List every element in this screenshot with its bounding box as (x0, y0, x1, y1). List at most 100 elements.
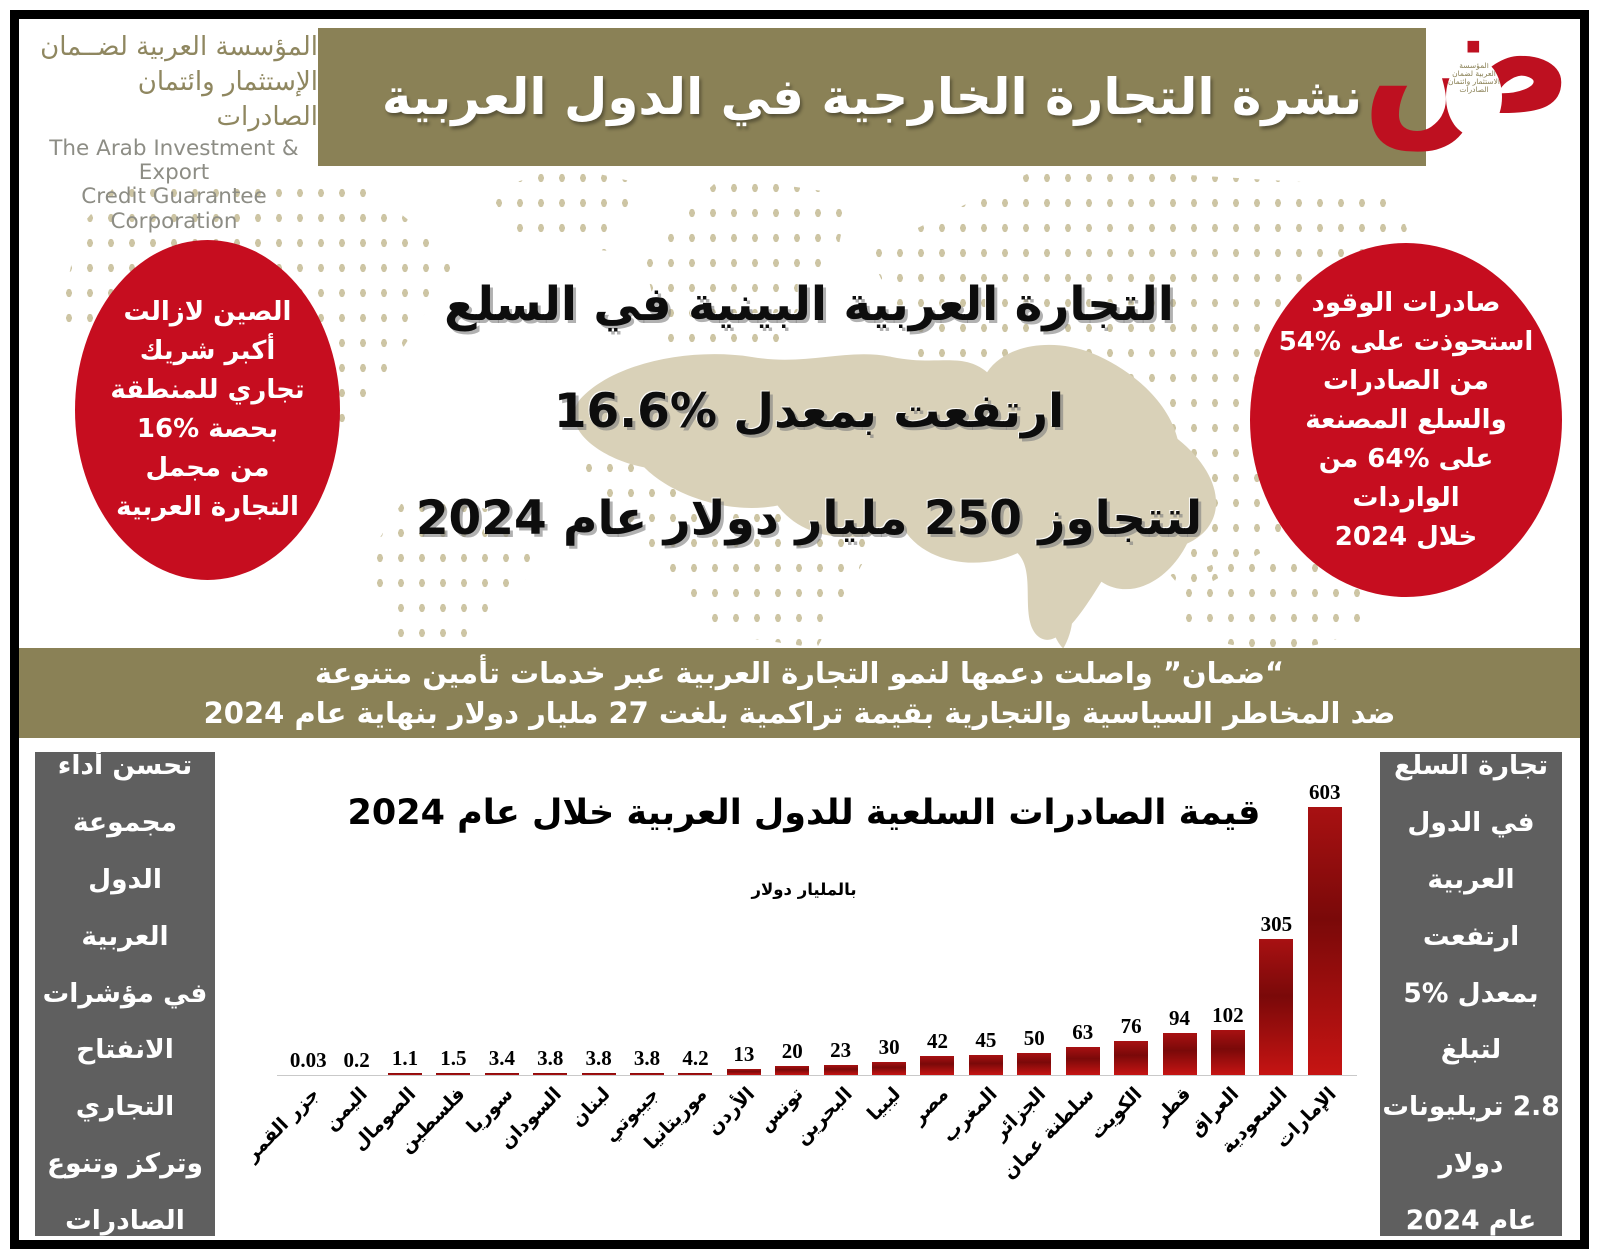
chart-bar (533, 1073, 568, 1075)
bulletin-title: نشرة التجارة الخارجية في الدول العربية (381, 68, 1363, 126)
bar-value-label: 0.03 (289, 1048, 327, 1072)
china-stat-text: الصين لازالت أكبر شريك تجاري للمنطقة بحص… (110, 297, 305, 522)
goods-trade-panel: تجارة السلع في الدول العربية ارتفعت بمعد… (1380, 750, 1562, 1236)
chart-column: 45 المغرب (938, 778, 1010, 1147)
chart-bar (920, 1056, 955, 1075)
bar-category-label: ليبيا (862, 1083, 905, 1126)
chart-column: 13 الأردن (703, 778, 768, 1139)
chart-title: قيمة الصادرات السلعية للدول العربية خلال… (347, 793, 1261, 833)
chart-column: 23 البحرين (790, 778, 864, 1149)
chart-bar (484, 1073, 519, 1075)
bar-value-label: 23 (830, 1037, 852, 1062)
bar-value-label: 76 (1120, 1014, 1142, 1039)
daman-support-banner: “ضمان” واصلت دعمها لنمو التجارة العربية … (19, 648, 1580, 738)
chart-bar (872, 1061, 907, 1075)
chart-bar (1162, 1033, 1197, 1075)
bar-value-label: 3.8 (585, 1046, 612, 1070)
chart-column: 1.5 فلسطين (395, 778, 477, 1157)
org-name-arabic: المؤسسة العربية لضــمان الإستثمار وائتما… (40, 32, 318, 133)
bar-value-label: 45 (975, 1028, 997, 1052)
banner-line-1: “ضمان” واصلت دعمها لنمو التجارة العربية … (314, 655, 1285, 690)
bar-category-label: جزر القمر (241, 1083, 324, 1166)
chart-baseline (277, 1075, 1357, 1076)
chart-bar (388, 1073, 423, 1075)
exports-bar-chart: قيمة الصادرات السلعية للدول العربية خلال… (239, 738, 1369, 1240)
chart-bar (775, 1066, 810, 1075)
headline-line-2: ارتفعت بمعدل %16.6 (553, 384, 1065, 439)
daman-logo: ض المؤسسة العربية لضمان الاستثمار وائتما… (1361, 0, 1576, 170)
headline-line-3: لتتجاوز 250 مليار دولار عام 2024 (415, 491, 1203, 546)
bar-category-label: الكويت (1085, 1083, 1147, 1144)
chart-column: 4.2 موريتانيا (640, 778, 719, 1154)
chart-bar (630, 1073, 665, 1075)
chart-bar (1114, 1041, 1149, 1075)
fuel-exports-stat-text: صادرات الوقود استحوذت على %54 من الصادرا… (1278, 287, 1534, 552)
bar-value-label: 50 (1023, 1025, 1045, 1050)
bar-category-label: الأردن (703, 1083, 760, 1140)
bar-value-label: 94 (1169, 1006, 1191, 1031)
chart-column: 3.8 لبنان (566, 778, 622, 1131)
bar-value-label: 305 (1260, 912, 1293, 937)
org-logo-block: المؤسسة العربية لضــمان الإستثمار وائتما… (30, 30, 318, 233)
chart-column: 0.03 جزر القمر (241, 778, 332, 1166)
chart-column: 20 تونس (755, 778, 816, 1136)
bottom-section: تحسن أداء مجموعة الدول العربية في مؤشرات… (19, 738, 1580, 1240)
chart-column: 94 قطر (1149, 778, 1203, 1129)
china-stat-circle: الصين لازالت أكبر شريك تجاري للمنطقة بحص… (75, 240, 340, 580)
chart-bar (678, 1073, 713, 1075)
chart-bar (436, 1073, 471, 1075)
hero-section: الصين لازالت أكبر شريك تجاري للمنطقة بحص… (19, 166, 1580, 648)
bar-value-label: 20 (781, 1039, 803, 1064)
chart-column: 76 الكويت (1086, 778, 1155, 1144)
bar-value-label: 3.8 (537, 1046, 564, 1070)
bar-value-label: 63 (1072, 1020, 1094, 1044)
chart-bar (1259, 939, 1294, 1075)
chart-bar (1307, 807, 1342, 1075)
headline-block: التجارة العربية البينية في السلع ارتفعت … (379, 251, 1239, 572)
chart-column: 42 مصر (908, 778, 961, 1128)
headline-line-1: التجارة العربية البينية في السلع (444, 277, 1174, 332)
openness-indicators-panel: تحسن أداء مجموعة الدول العربية في مؤشرات… (35, 750, 215, 1236)
chart-column: 30 ليبيا (863, 778, 913, 1125)
chart-bar (1210, 1029, 1245, 1075)
chart-unit-label: بالمليار دولار (751, 880, 857, 899)
chart-bar (968, 1055, 1003, 1075)
chart-column: 603 الإمارات (1271, 778, 1349, 1152)
chart-bar (581, 1073, 616, 1075)
bar-value-label: 4.2 (682, 1046, 709, 1070)
chart-bar (823, 1064, 858, 1075)
chart-column: 305 السعودية (1217, 778, 1300, 1158)
dotted-map-greenland (489, 166, 639, 251)
chart-column: 3.4 سوريا (462, 778, 526, 1138)
title-bar: نشرة التجارة الخارجية في الدول العربية (318, 28, 1426, 166)
chart-column: 3.8 جيبوتي (599, 778, 671, 1146)
chart-column: 102 العراق (1186, 778, 1252, 1141)
bar-value-label: 30 (878, 1034, 900, 1059)
bar-value-label: 13 (733, 1042, 755, 1067)
chart-column: 50 الجزائر (989, 778, 1058, 1144)
chart-column: 1.1 الصومال (349, 778, 429, 1155)
openness-indicators-text: تحسن أداء مجموعة الدول العربية في مؤشرات… (42, 749, 208, 1237)
chart-column: 63 سلطنة عمان (998, 778, 1107, 1183)
chart-bars-area: 0.03 جزر القمر 0.2 اليمن 1.1 الصومال 1.5 فلسطين… (241, 778, 1349, 1183)
bar-value-label: 3.8 (633, 1046, 661, 1070)
arab-world-map (574, 344, 1217, 648)
bar-value-label: 42 (926, 1029, 948, 1054)
bar-value-label: 1.5 (440, 1046, 467, 1070)
daman-calligraphy-seal-icon: المؤسسة العربية لضمان الاستثمار وائتمان … (1446, 58, 1502, 136)
chart-bar (726, 1069, 761, 1075)
chart-bar (1017, 1052, 1052, 1075)
bar-value-label: 0.2 (343, 1048, 370, 1072)
bar-value-label: 102 (1212, 1002, 1244, 1027)
chart-column: 3.8 السودان (496, 778, 574, 1153)
bar-value-label: 1.1 (391, 1046, 419, 1070)
chart-bar (1065, 1047, 1100, 1075)
chart-column: 0.2 اليمن (320, 778, 380, 1135)
fuel-exports-stat-circle: صادرات الوقود استحوذت على %54 من الصادرا… (1250, 243, 1562, 597)
org-name-english: The Arab Investment & Export Credit Guar… (49, 136, 299, 234)
bar-value-label: 3.4 (488, 1046, 515, 1070)
bar-value-label: 603 (1308, 780, 1341, 804)
banner-line-2: ضد المخاطر السياسية والتجارية بقيمة تراك… (203, 696, 1396, 730)
goods-trade-text: تجارة السلع في الدول العربية ارتفعت بمعد… (1382, 749, 1560, 1237)
